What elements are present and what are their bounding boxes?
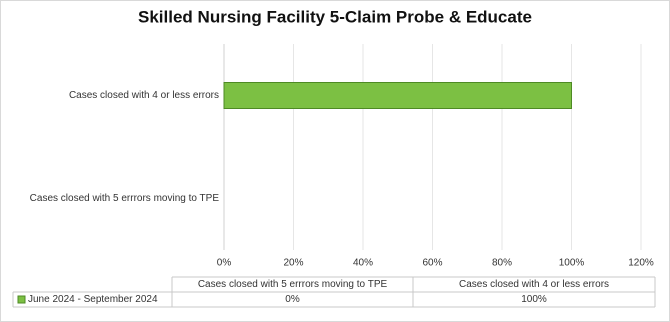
table-value: 0%	[285, 294, 300, 305]
bar	[223, 82, 572, 109]
x-tick-label: 40%	[353, 258, 373, 269]
x-tick-label: 80%	[492, 258, 512, 269]
chart-title: Skilled Nursing Facility 5-Claim Probe &…	[138, 7, 532, 26]
legend-swatch	[17, 295, 26, 304]
x-tick-label: 100%	[559, 258, 585, 269]
y-tick-label: Cases closed with 4 or less errors	[69, 90, 219, 101]
table-header: Cases closed with 5 errrors moving to TP…	[198, 279, 388, 290]
x-tick-label: 20%	[283, 258, 303, 269]
x-tick-label: 120%	[628, 258, 654, 269]
legend-label: June 2024 - September 2024	[28, 294, 158, 305]
y-tick-label: Cases closed with 5 errrors moving to TP…	[30, 193, 220, 204]
table-value: 100%	[521, 294, 547, 305]
x-tick-label: 60%	[422, 258, 442, 269]
table-header: Cases closed with 4 or less errors	[459, 279, 609, 290]
x-tick-label: 0%	[217, 258, 232, 269]
